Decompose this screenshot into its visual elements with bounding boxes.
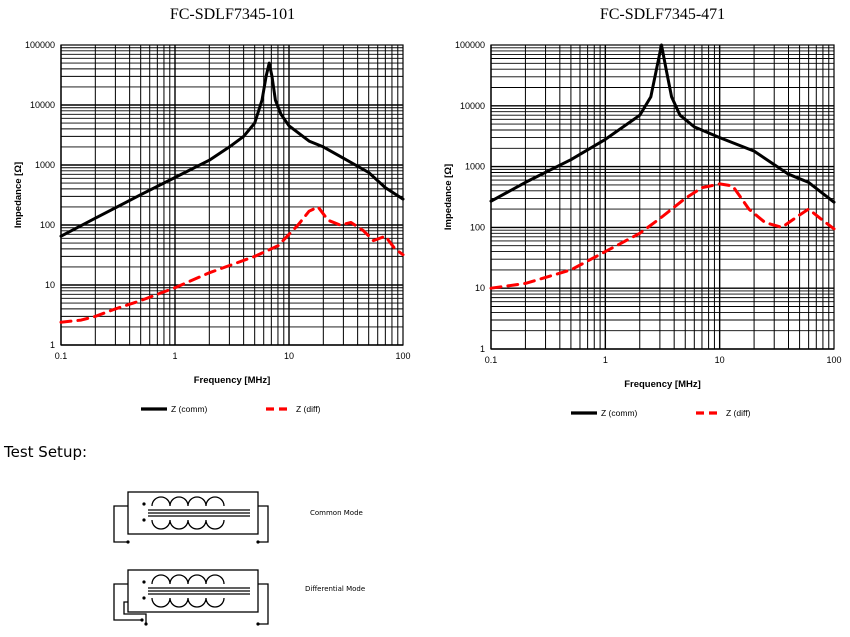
y-tick-label: 10000 — [30, 100, 55, 110]
test-setup-heading: Test Setup: — [4, 443, 88, 461]
y-tick-label: 10 — [45, 280, 55, 290]
y-tick-label: 100 — [40, 220, 55, 230]
y-axis-label: Impedance [Ω] — [443, 164, 454, 230]
chart-title-left: FC-SDLF7345-101 — [169, 6, 296, 23]
x-tick-label: 1 — [172, 351, 177, 361]
y-tick-label: 1 — [50, 340, 55, 350]
x-tick-label: 0.1 — [485, 355, 498, 365]
differential-mode-diagram — [113, 569, 269, 626]
x-tick-label: 0.1 — [55, 351, 68, 361]
plot-area — [60, 44, 404, 346]
y-tick-label: 1000 — [35, 160, 55, 170]
common-mode-label: Common Mode — [310, 509, 363, 517]
common-mode-diagram — [113, 491, 269, 544]
x-tick-label: 10 — [284, 351, 294, 361]
y-tick-label: 100 — [470, 222, 485, 232]
chart-title-right: FC-SDLF7345-471 — [599, 6, 726, 23]
impedance-chart-left: 0.1 1 10 100110100100010000100000Frequency … — [13, 40, 411, 414]
y-tick-label: 100000 — [455, 40, 485, 50]
series-line-z-diff — [59, 205, 405, 324]
x-tick-label: 10 — [715, 355, 725, 365]
y-tick-label: 10000 — [460, 101, 485, 111]
x-tick-label: 100 — [395, 351, 410, 361]
plot-area — [490, 44, 835, 350]
legend-label: Z (diff) — [726, 408, 751, 418]
y-axis-label: Impedance [Ω] — [13, 162, 24, 228]
legend-label: Z (diff) — [296, 404, 321, 414]
x-tick-label: 100 — [826, 355, 841, 365]
legend-label: Z (comm) — [601, 408, 638, 418]
y-tick-label: 100000 — [25, 40, 55, 50]
x-axis-label: Frequency [MHz] — [624, 379, 701, 390]
series-line-z-comm — [489, 43, 836, 204]
legend-label: Z (comm) — [171, 404, 208, 414]
differential-mode-label: Differential Mode — [305, 585, 366, 593]
x-tick-label: 1 — [603, 355, 608, 365]
y-tick-label: 1000 — [465, 162, 485, 172]
impedance-chart-right: 0.1 1 10 100110100100010000100000Frequency … — [443, 40, 842, 418]
y-tick-label: 10 — [475, 283, 485, 293]
series-line-z-diff — [489, 182, 836, 290]
x-axis-label: Frequency [MHz] — [194, 375, 271, 386]
y-tick-label: 1 — [480, 344, 485, 354]
series-line-z-comm — [59, 61, 405, 238]
